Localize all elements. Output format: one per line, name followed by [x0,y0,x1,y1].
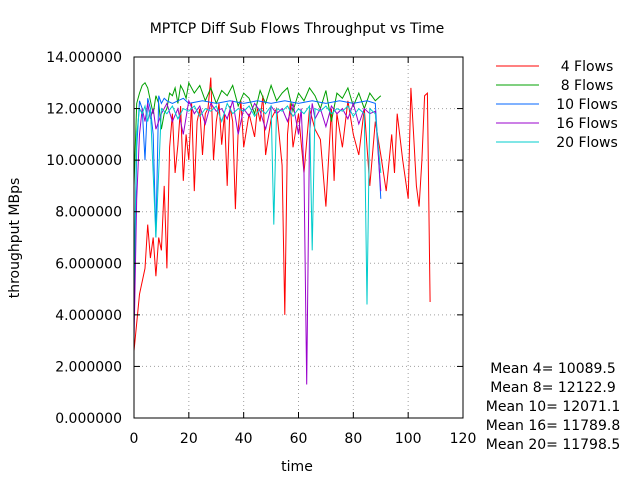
legend-label: 10 Flows [556,97,618,113]
mean-annotation: Mean 20= 11798.5 [486,437,620,453]
y-tick-label: 6.000000 [55,256,122,272]
series-line-1 [133,77,431,352]
legend-label: 20 Flows [556,135,618,151]
legend-label: 4 Flows [561,59,614,75]
x-tick-label: 20 [180,431,198,447]
x-tick-label: 100 [395,431,422,447]
grid [134,57,463,418]
legend: 4 Flows 8 Flows 10 Flows 16 Flows 20 Flows [496,59,618,151]
chart-title: MPTCP Diff Sub Flows Throughput vs Time [150,21,445,37]
x-tick-label: 80 [344,431,362,447]
mean-annotation: Mean 8= 12122.9 [490,380,616,396]
y-tick-label: 0.000000 [55,411,122,427]
x-tick-label: 120 [450,431,477,447]
series-line-4 [133,99,382,385]
legend-label: 8 Flows [561,78,614,94]
y-axis-label: throughput MBps [7,178,23,299]
series-line-2 [133,81,382,186]
y-tick-label: 14.000000 [46,50,122,66]
y-tick-label: 8.000000 [55,205,122,221]
series-line-5 [133,102,382,305]
x-tick-label: 0 [130,431,139,447]
plot-lines [133,77,431,385]
y-tick-label: 2.000000 [55,359,122,375]
mean-annotation: Mean 4= 10089.5 [490,361,616,377]
x-tick-label: 40 [235,431,253,447]
y-tick-label: 10.000000 [46,153,122,169]
y-tick-label: 4.000000 [55,308,122,324]
mean-annotation: Mean 10= 12071.1 [486,399,620,415]
legend-label: 16 Flows [556,116,618,132]
axis-ticks: 0.000000 2.000000 4.000000 6.000000 8.000000… [46,50,476,447]
mean-annotation: Mean 16= 11789.8 [486,418,620,434]
mean-annotations: Mean 4= 10089.5 Mean 8= 12122.9 Mean 10= 1… [486,361,620,453]
y-tick-label: 12.000000 [46,102,122,118]
x-tick-label: 60 [290,431,308,447]
x-axis-label: time [281,459,313,475]
